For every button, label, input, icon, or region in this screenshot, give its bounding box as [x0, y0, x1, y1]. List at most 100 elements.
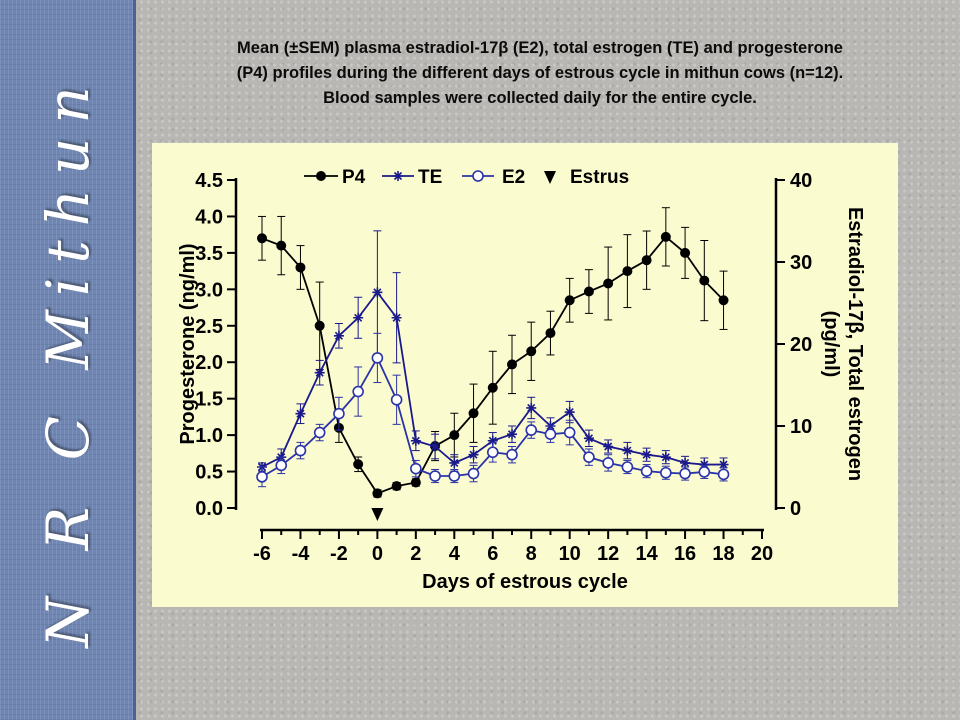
x-tick-label: 4: [449, 543, 461, 565]
data-point: [507, 359, 517, 370]
x-tick-label: -4: [292, 543, 311, 565]
left-tick-label: 4.0: [195, 206, 223, 228]
data-point: [430, 441, 441, 452]
data-point: [372, 287, 383, 298]
data-point: [583, 286, 594, 297]
left-tick-label: 3.0: [195, 279, 223, 301]
right-tick-label: 10: [790, 416, 812, 438]
caption-line-1: Mean (±SEM) plasma estradiol-17β (E2), t…: [237, 39, 843, 57]
x-tick-label: 16: [674, 543, 696, 565]
data-point: [544, 428, 557, 441]
data-point: [353, 312, 364, 323]
data-point: [372, 488, 383, 499]
data-point: [660, 231, 671, 242]
x-tick-label: 2: [410, 543, 421, 565]
y-right-axis-label-line-2: (pg/ml): [820, 311, 842, 378]
data-point: [718, 459, 729, 470]
legend-marker-estrus: [544, 171, 556, 184]
right-tick-label: 0: [790, 498, 801, 520]
x-tick-label: 14: [635, 543, 658, 565]
data-point: [371, 352, 384, 364]
data-point: [525, 424, 538, 436]
data-point: [410, 477, 421, 488]
data-point: [390, 393, 403, 406]
left-tick-label: 3.5: [195, 243, 223, 265]
left-tick-label: 0.5: [195, 462, 223, 484]
data-point: [294, 444, 307, 457]
data-point: [603, 441, 614, 452]
data-point: [295, 408, 306, 419]
data-point: [718, 295, 729, 306]
chart-panel: 0.0 0.5 1.0 1.5 2.0 2.5 3.0 3.5 4.0 4.5 0 10 20 30 40-…: [152, 143, 898, 607]
data-point: [314, 320, 325, 331]
figure-caption: Mean (±SEM) plasma estradiol-17β (E2), t…: [140, 36, 940, 111]
data-point: [275, 459, 288, 472]
data-point: [717, 468, 730, 481]
data-point: [641, 255, 652, 266]
data-point: [333, 330, 344, 341]
x-tick-label: 6: [487, 543, 498, 565]
legend-label-p4: P4: [342, 167, 366, 188]
legend-marker-e2: [472, 170, 484, 182]
data-point: [680, 457, 691, 468]
sidebar-brand: N R C Mithun: [34, 72, 102, 648]
data-point: [699, 459, 710, 470]
data-point: [621, 461, 634, 473]
data-point: [353, 459, 364, 470]
data-point: [583, 451, 595, 463]
data-point: [698, 466, 711, 478]
left-tick-label: 1.0: [195, 425, 223, 447]
x-tick-label: 0: [372, 543, 383, 565]
x-axis-label: Days of estrous cycle: [422, 571, 628, 593]
data-point: [526, 402, 537, 413]
data-point: [602, 457, 614, 469]
right-tick-label: 30: [790, 252, 812, 274]
data-point: [679, 467, 691, 480]
data-point: [468, 449, 479, 460]
data-point: [545, 328, 556, 339]
data-point: [660, 466, 672, 479]
x-tick-label: 8: [526, 543, 537, 565]
data-point: [622, 445, 633, 456]
left-tick-label: 0.0: [195, 498, 223, 520]
data-point: [429, 470, 441, 482]
data-point: [314, 367, 325, 378]
data-point: [660, 452, 671, 463]
data-point: [564, 295, 575, 306]
x-tick-label: 10: [559, 543, 581, 565]
data-point: [391, 312, 402, 323]
data-point: [449, 430, 460, 441]
legend-marker-te: [393, 171, 403, 181]
data-point: [563, 426, 576, 439]
data-point: [526, 346, 537, 357]
data-point: [352, 385, 364, 398]
data-point: [333, 407, 345, 420]
y-right-axis-label-line-1: Estradiol-17β, Total estrogen: [844, 207, 866, 481]
data-point: [583, 433, 594, 444]
chart-marks: [256, 207, 730, 521]
data-point: [699, 275, 710, 286]
caption-line-2: (P4) profiles during the different days …: [236, 64, 844, 82]
data-point: [313, 426, 326, 439]
left-tick-label: 2.0: [195, 352, 223, 374]
data-point: [640, 465, 653, 477]
sidebar: N R C Mithun: [0, 0, 136, 720]
left-tick-label: 4.5: [195, 170, 223, 192]
right-tick-label: 20: [790, 334, 812, 356]
data-point: [391, 481, 402, 492]
left-tick-label: 1.5: [195, 389, 223, 411]
x-tick-label: -6: [253, 543, 271, 565]
left-tick-label: 2.5: [195, 316, 223, 338]
x-tick-label: 12: [597, 543, 619, 565]
data-point: [467, 467, 480, 480]
x-tick-label: -2: [330, 543, 348, 565]
legend-label-estrus: Estrus: [570, 167, 629, 188]
data-point: [448, 470, 461, 482]
data-point: [641, 449, 652, 460]
data-point: [487, 435, 498, 446]
data-point: [486, 446, 499, 459]
data-point: [506, 448, 518, 461]
caption-line-3: Blood samples were collected daily for t…: [323, 89, 757, 107]
data-point: [257, 233, 267, 244]
legend-label-te: TE: [418, 167, 442, 188]
